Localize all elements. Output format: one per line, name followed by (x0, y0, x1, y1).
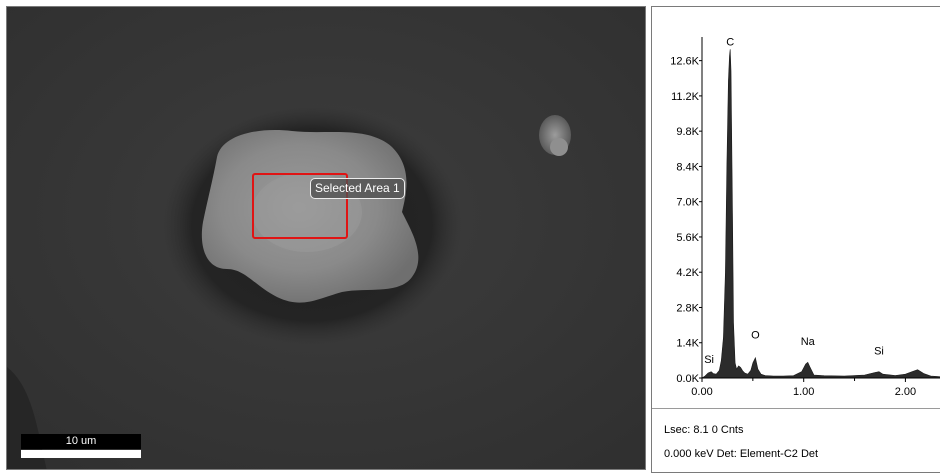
x-tick-label: 1.00 (793, 386, 814, 398)
spectrum-series-0 (700, 49, 940, 379)
x-tick-label: 0.00 (691, 386, 712, 398)
x-tick-label: 2.00 (895, 386, 916, 398)
y-tick-label: 9.8K (676, 126, 699, 138)
peak-label: Na (801, 336, 816, 348)
scale-bar-label: 10 um (21, 434, 141, 449)
y-tick-label: 7.0K (676, 197, 699, 209)
sem-image-panel[interactable]: Selected Area 1 10 um (6, 6, 646, 470)
spectrum-footer: Lsec: 8.1 0 Cnts 0.000 keV Det: Element-… (652, 408, 940, 472)
scale-bar: 10 um (21, 434, 141, 458)
y-tick-label: 12.6K (670, 56, 699, 68)
y-tick-label: 1.4K (676, 338, 699, 350)
spectrum-chart: 0.0K 1.4K 2.8K 4.2K 5.6K 7.0K 8.4K 9.8K 11.2K 12.… (670, 36, 940, 398)
y-tick-label: 5.6K (676, 232, 699, 244)
spectrum-panel[interactable]: 0.0K 1.4K 2.8K 4.2K 5.6K 7.0K 8.4K 9.8K 11.2K 12.… (651, 6, 940, 473)
y-tick-label: 4.2K (676, 267, 699, 279)
y-tick-label: 2.8K (676, 302, 699, 314)
y-tick-label: 11.2K (671, 91, 700, 103)
selected-area-label[interactable]: Selected Area 1 (310, 178, 405, 199)
peak-label: Si (704, 354, 714, 366)
peak-label: C (726, 36, 734, 48)
selected-area-box[interactable] (252, 173, 348, 239)
y-tick-label: 8.4K (676, 161, 699, 173)
scale-bar-line (21, 450, 141, 458)
y-tick-label: 0.0K (676, 373, 699, 385)
live-time-readout: Lsec: 8.1 0 Cnts (664, 424, 744, 436)
detector-readout: 0.000 keV Det: Element-C2 Det (664, 448, 819, 460)
peak-label: Si (874, 345, 884, 357)
peak-label: O (751, 330, 760, 342)
